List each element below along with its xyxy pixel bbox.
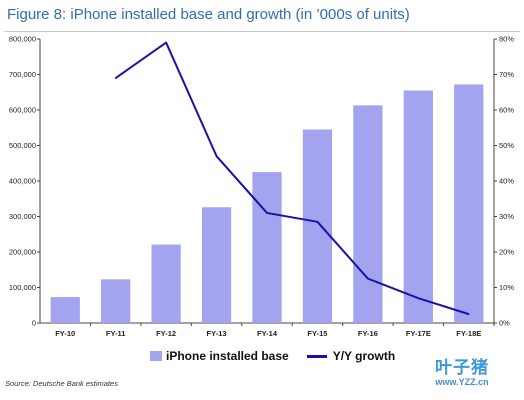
source-note: Source: Deutsche Bank estimates: [5, 379, 118, 388]
growth-point: [114, 77, 117, 79]
growth-point: [417, 297, 420, 299]
x-tick-label: FY-15: [307, 329, 327, 338]
y-left-tick-label: 800,000: [9, 35, 36, 44]
watermark-logo: 叶子猪 www.YZZ.cn: [406, 352, 518, 394]
y-right-tick-label: 10%: [499, 283, 514, 292]
y-right-tick-label: 0%: [499, 319, 510, 328]
legend-label-installed-base: iPhone installed base: [166, 349, 289, 363]
growth-point: [467, 313, 470, 315]
y-right-tick-label: 40%: [499, 177, 514, 186]
growth-point: [266, 212, 268, 214]
legend-item-growth: Y/Y growth: [306, 349, 396, 363]
bar-installed-base: [151, 244, 181, 323]
y-left-tick-label: 500,000: [9, 141, 36, 150]
y-left-tick-label: 600,000: [9, 106, 36, 115]
bar-installed-base: [50, 297, 80, 323]
growth-line: [115, 41, 470, 316]
bar-installed-base: [101, 279, 131, 323]
bar-installed-base: [403, 90, 433, 323]
y-right-tick-label: 80%: [499, 35, 514, 44]
y-right-tick-label: 30%: [499, 212, 514, 221]
watermark-text: 叶子猪: [435, 357, 489, 377]
x-tick-label: FY-12: [156, 329, 176, 338]
growth-point: [215, 155, 218, 157]
y-right-tick-label: 60%: [499, 106, 514, 115]
legend-item-installed-base: iPhone installed base: [150, 349, 289, 363]
bar-installed-base: [201, 207, 232, 323]
title-divider: [4, 31, 520, 32]
bar-installed-base: [252, 172, 282, 323]
legend-label-growth: Y/Y growth: [332, 349, 396, 363]
chart-area: 0 100,000 200,000 300,000 400,000 500,000 600,…: [9, 35, 514, 339]
growth-point: [165, 41, 167, 44]
bar-installed-base: [302, 129, 333, 323]
bar-installed-base: [454, 84, 484, 323]
x-tick-label: FY-13: [207, 329, 227, 338]
y-left-tick-label: 100,000: [9, 283, 36, 292]
y-left-tick-label: 0: [32, 319, 36, 328]
watermark-url: www.YZZ.cn: [435, 376, 489, 387]
y-left-tick-label: 300,000: [9, 212, 36, 221]
legend-line-swatch: [306, 354, 327, 358]
bar-installed-base: [353, 105, 383, 323]
y-left-tick-label: 700,000: [9, 70, 36, 79]
x-tick-label: FY-11: [106, 329, 126, 338]
legend: iPhone installed base Y/Y growth: [150, 348, 413, 364]
growth-point: [316, 221, 319, 223]
legend-bar-swatch: [150, 351, 162, 361]
y-left-tick-label: 400,000: [9, 177, 36, 186]
x-tick-label: FY-16: [358, 329, 378, 338]
x-tick-label: FY-10: [55, 329, 75, 338]
x-tick-label: FY-18E: [456, 329, 481, 338]
x-tick-label: FY-14: [257, 329, 278, 338]
y-left-tick-label: 200,000: [9, 248, 36, 257]
y-right-tick-label: 20%: [499, 248, 514, 257]
figure-title: Figure 8: iPhone installed base and grow…: [7, 6, 410, 23]
y-right-tick-label: 50%: [499, 141, 514, 150]
growth-point: [367, 277, 369, 280]
y-right-tick-label: 70%: [499, 70, 514, 79]
x-tick-label: FY-17E: [406, 329, 431, 338]
